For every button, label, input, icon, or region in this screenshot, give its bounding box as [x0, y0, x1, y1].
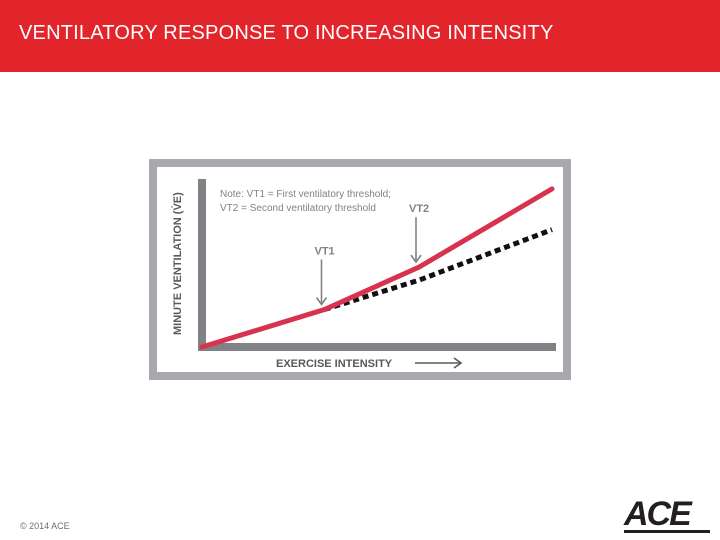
annotation-arrowhead-vt1: [315, 297, 328, 306]
series-line-1: [199, 186, 555, 350]
ventilation-chart: MINUTE VENTILATION (V̇E) EXERCISE INTENSI…: [171, 179, 556, 370]
series-line-2: [323, 227, 553, 312]
x-direction-arrow-head: [453, 357, 463, 369]
figure-panel: MINUTE VENTILATION (V̇E) EXERCISE INTENSI…: [157, 167, 563, 372]
ace-logo-wordmark: ACE: [624, 495, 692, 533]
copyright-text: © 2014 ACE: [20, 521, 70, 531]
ace-logo: ACE: [620, 495, 712, 536]
note-line-2: VT2 = Second ventilatory threshold: [220, 203, 376, 214]
annotation-arrowhead-vt2: [410, 254, 422, 264]
figure-frame: MINUTE VENTILATION (V̇E) EXERCISE INTENSI…: [149, 159, 571, 380]
title-bar: VENTILATORY RESPONSE TO INCREASING INTEN…: [0, 0, 720, 72]
slide-title: VENTILATORY RESPONSE TO INCREASING INTEN…: [19, 22, 554, 44]
y-axis-label: MINUTE VENTILATION (V̇E): [171, 192, 184, 335]
x-axis-label: EXERCISE INTENSITY: [276, 358, 393, 370]
annotation-label-vt2: VT2: [409, 203, 429, 215]
annotation-label-vt1: VT1: [315, 246, 335, 258]
note-line-1: Note: VT1 = First ventilatory threshold;: [220, 189, 391, 200]
ace-logo-rule: [624, 530, 710, 533]
